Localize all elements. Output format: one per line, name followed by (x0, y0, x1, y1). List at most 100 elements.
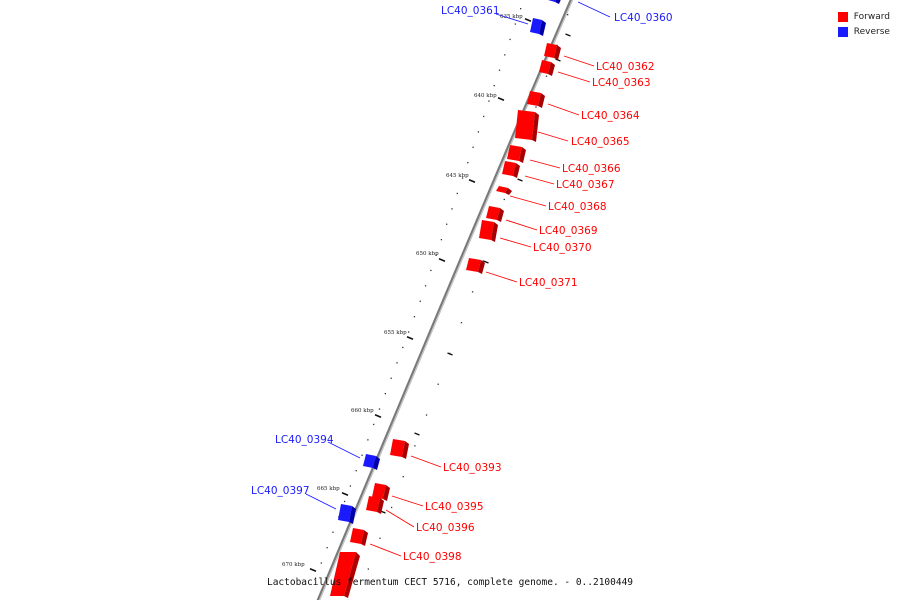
gene-LC40_0362[interactable]: LC40_0362 (544, 43, 655, 73)
minor-tick-inner (373, 423, 375, 426)
minor-tick-inner (326, 547, 328, 549)
gene-label[interactable]: LC40_0395 (425, 501, 484, 513)
minor-tick-inner (343, 500, 346, 503)
minor-tick-inner (446, 223, 448, 225)
gene-LC40_0396[interactable]: LC40_0396 (366, 496, 475, 534)
gene-leader-line (577, 1, 611, 18)
minor-tick-outer (567, 14, 569, 16)
legend-label-reverse: Reverse (853, 26, 890, 37)
gene-arrow (515, 110, 535, 140)
gene-arrow-shade (519, 147, 526, 163)
gene-LC40_0369[interactable]: LC40_0369 (486, 206, 598, 237)
gene-label[interactable]: LC40_0371 (519, 277, 578, 289)
minor-tick-inner (509, 38, 511, 41)
gene-LC40_0398[interactable]: LC40_0398 (350, 528, 462, 563)
gene-leader-line (547, 103, 580, 116)
gene-LC40_0368[interactable]: LC40_0368 (496, 186, 607, 213)
minor-tick-inner (435, 254, 437, 256)
gene-LC40_0366[interactable]: LC40_0366 (507, 145, 621, 175)
minor-tick-outer (503, 198, 505, 201)
legend-item-reverse: Reverse (837, 24, 890, 39)
major-tick-label: 640 kbp (474, 93, 497, 99)
minor-tick-inner (314, 577, 317, 580)
gene-label[interactable]: LC40_0370 (533, 242, 592, 254)
gene-label[interactable]: LC40_0393 (443, 462, 502, 474)
gene-label[interactable]: LC40_0361 (441, 5, 500, 17)
gene-leader-line (327, 441, 361, 459)
gene-LC40_0395[interactable]: LC40_0395 (372, 483, 484, 513)
gene-LC40_0393[interactable]: LC40_0393 (390, 439, 502, 474)
minor-tick-outer (437, 383, 439, 385)
genome-backbone (316, 0, 572, 600)
gene-LC40_0361[interactable]: LC40_0361 (441, 5, 546, 36)
gene-label[interactable]: LC40_0398 (403, 551, 462, 563)
minor-tick-inner (504, 54, 506, 56)
gene-arrow (366, 496, 380, 512)
gene-arrow-shade (361, 530, 368, 546)
gene-LC40_0397[interactable]: LC40_0397 (251, 485, 356, 524)
minor-tick-inner (477, 131, 480, 133)
minor-tick-inner (396, 362, 398, 364)
gene-LC40_0365[interactable]: LC40_0365 (515, 110, 630, 148)
gene-leader-line (557, 71, 591, 83)
reverse-swatch (837, 26, 848, 37)
gene-label[interactable]: LC40_0397 (251, 485, 310, 497)
minor-tick-inner (472, 146, 474, 148)
minor-tick-inner (355, 470, 357, 472)
minor-tick-inner (402, 346, 404, 349)
gene-label[interactable]: LC40_0366 (562, 163, 621, 175)
gene-LC40_0370[interactable]: LC40_0370 (479, 220, 592, 254)
gene-LC40_0394[interactable]: LC40_0394 (275, 434, 380, 470)
gene-LC40_0364[interactable]: LC40_0364 (527, 91, 640, 122)
gene-arrow (530, 18, 542, 34)
minor-tick-inner (430, 269, 432, 272)
minor-tick-inner (349, 485, 352, 487)
gene-LC40_0371[interactable]: LC40_0371 (466, 258, 578, 289)
minor-tick-outer (460, 322, 463, 324)
gene-label[interactable]: LC40_0364 (581, 110, 640, 122)
gene-arrow-shade (377, 498, 384, 514)
gene-label[interactable]: LC40_0368 (548, 201, 607, 213)
major-tick-mark (309, 568, 317, 572)
minor-tick-inner (440, 239, 443, 241)
major-tick-label: 635 kbp (500, 14, 523, 20)
major-tick-mark (438, 258, 446, 262)
outer-tick-mark (447, 352, 453, 356)
gene-arrow-shade (548, 62, 555, 76)
gene-arrow-shade (349, 506, 356, 524)
gene-label[interactable]: LC40_0367 (556, 179, 615, 191)
major-tick-label: 650 kbp (416, 251, 439, 257)
legend: Forward Reverse (837, 9, 890, 39)
gene-arrow-shade (539, 20, 546, 36)
gene-arrow (496, 186, 508, 193)
major-tick-mark (374, 414, 382, 418)
gene-arrow (466, 258, 481, 272)
gene-arrow (350, 528, 364, 544)
gene-arrow (486, 206, 500, 220)
gene-leader-line (509, 195, 547, 207)
gene-label[interactable]: LC40_0369 (539, 225, 598, 237)
major-ticks: 635 kbp 640 kbp 645 kbp 650 kbp 655 kbp 660 k… (282, 14, 532, 572)
gene-arrow (338, 504, 352, 522)
map-caption: Lactobacillus fermentum CECT 5716, compl… (266, 577, 634, 588)
gene-arrow-shade (505, 188, 512, 195)
gene-leader-line (385, 509, 415, 528)
minor-tick-outer (482, 260, 484, 262)
gene-label[interactable]: LC40_0362 (596, 61, 655, 73)
gene-label[interactable]: LC40_0363 (592, 77, 651, 89)
gene-block (330, 552, 360, 598)
legend-label-forward: Forward (853, 11, 890, 22)
gene-LC40_0367[interactable]: LC40_0367 (502, 161, 615, 191)
gene-LC40_0360[interactable]: LC40_0360 (548, 0, 673, 24)
gene-leader-line (524, 175, 555, 185)
major-tick-mark (468, 179, 476, 183)
gene-label[interactable]: LC40_0365 (571, 136, 630, 148)
gene-arrow-shade (373, 456, 380, 470)
gene-arrow (507, 145, 522, 161)
outer-tick-mark (517, 178, 523, 182)
gene-label[interactable]: LC40_0394 (275, 434, 334, 446)
gene-label[interactable]: LC40_0396 (416, 522, 475, 534)
gene-label[interactable]: LC40_0360 (614, 12, 673, 24)
gene-LC40_0363[interactable]: LC40_0363 (539, 60, 651, 89)
